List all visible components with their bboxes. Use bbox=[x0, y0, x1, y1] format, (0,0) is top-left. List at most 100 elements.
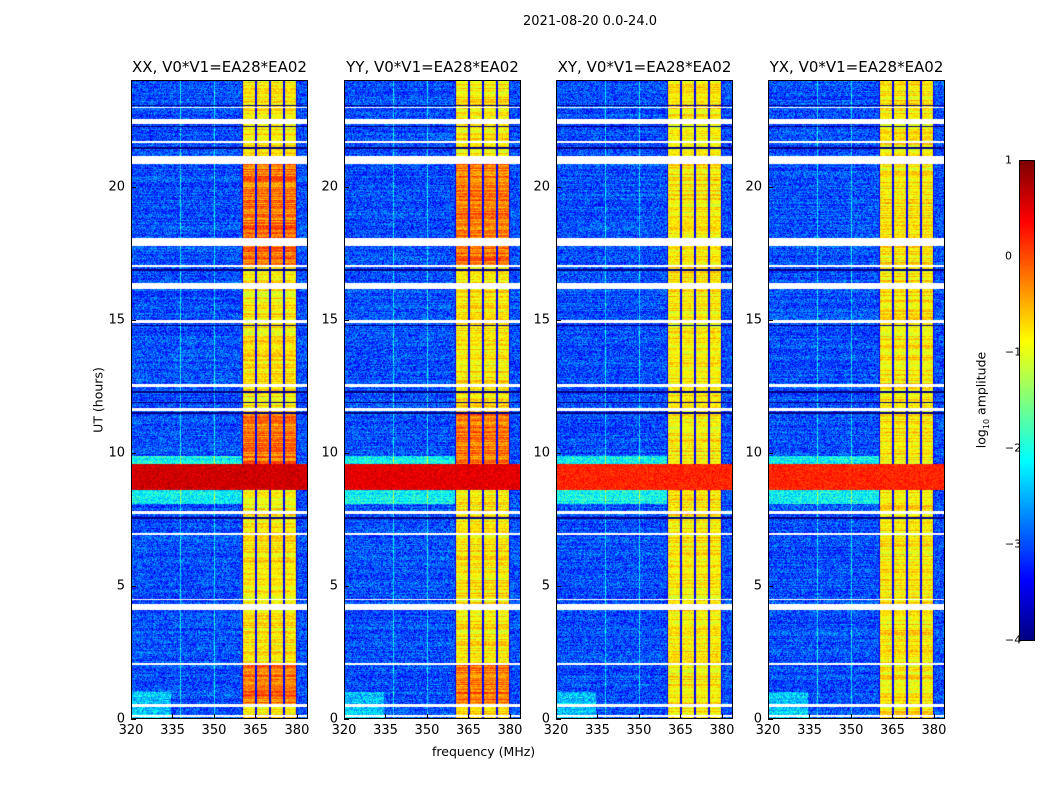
y-tick-mark bbox=[556, 585, 561, 587]
y-tick-mark bbox=[344, 585, 349, 587]
x-tick-label: 380 bbox=[921, 723, 947, 738]
y-tick-mark bbox=[768, 452, 773, 454]
x-tick-label: 350 bbox=[201, 723, 227, 738]
spectrogram-panel-1: XX, V0*V1=EA28*EA02 bbox=[131, 58, 308, 719]
panel-title: XY, V0*V1=EA28*EA02 bbox=[557, 58, 732, 76]
panel-title: YX, V0*V1=EA28*EA02 bbox=[769, 58, 944, 76]
x-tick-mark bbox=[131, 714, 132, 719]
y-tick-label: 15 bbox=[108, 312, 125, 328]
x-tick-mark bbox=[426, 714, 428, 719]
colorbar bbox=[1019, 160, 1035, 641]
y-tick-mark bbox=[131, 452, 136, 454]
colorbar-tick-label: −1 bbox=[1005, 345, 1022, 359]
y-tick-label: 5 bbox=[116, 578, 125, 594]
x-tick-mark bbox=[296, 714, 298, 719]
panel-title: YY, V0*V1=EA28*EA02 bbox=[346, 58, 519, 76]
x-tick-label: 350 bbox=[414, 723, 440, 738]
y-tick-mark bbox=[556, 719, 561, 720]
colorbar-label: log10 amplitude bbox=[973, 351, 991, 449]
x-tick-mark bbox=[768, 714, 769, 719]
x-tick-label: 320 bbox=[118, 723, 144, 738]
y-tick-label: 10 bbox=[108, 445, 125, 461]
x-tick-mark bbox=[509, 714, 511, 719]
y-tick-mark bbox=[131, 186, 136, 188]
x-tick-label: 380 bbox=[284, 723, 310, 738]
y-tick-mark bbox=[556, 319, 561, 321]
figure-title: 2021-08-20 0.0-24.0 bbox=[523, 14, 657, 29]
colorbar-tick-label: 0 bbox=[1005, 249, 1012, 263]
y-tick-mark bbox=[768, 719, 773, 720]
x-tick-mark bbox=[172, 714, 174, 719]
x-tick-label: 335 bbox=[160, 723, 185, 738]
y-tick-mark bbox=[344, 452, 349, 454]
y-tick-label: 5 bbox=[753, 578, 762, 594]
x-tick-mark bbox=[597, 714, 599, 719]
y-tick-label: 0 bbox=[753, 711, 762, 727]
y-tick-label: 20 bbox=[533, 179, 550, 194]
x-tick-label: 350 bbox=[838, 723, 864, 738]
x-tick-label: 335 bbox=[585, 723, 610, 738]
x-tick-label: 365 bbox=[243, 723, 268, 738]
y-tick-label: 0 bbox=[329, 711, 338, 727]
y-tick-label: 0 bbox=[541, 711, 550, 727]
spectrogram-panel-4: YX, V0*V1=EA28*EA02 bbox=[768, 58, 945, 719]
x-tick-mark bbox=[385, 714, 387, 719]
panel-title: XX, V0*V1=EA28*EA02 bbox=[132, 58, 307, 76]
x-tick-mark bbox=[809, 714, 811, 719]
x-tick-label: 380 bbox=[497, 723, 523, 738]
y-axis-label: UT (hours) bbox=[90, 367, 106, 433]
x-tick-mark bbox=[892, 714, 894, 719]
spectrogram-heatmap bbox=[769, 81, 944, 718]
spectrogram-heatmap bbox=[557, 81, 732, 718]
x-tick-mark bbox=[721, 714, 723, 719]
y-tick-mark bbox=[556, 452, 561, 454]
colorbar-gradient bbox=[1020, 161, 1034, 640]
y-tick-mark bbox=[344, 186, 349, 188]
x-tick-label: 350 bbox=[626, 723, 652, 738]
x-tick-label: 320 bbox=[543, 723, 569, 738]
colorbar-tick-label: −3 bbox=[1005, 537, 1022, 551]
x-tick-mark bbox=[255, 714, 257, 719]
spectrogram-panel-3: XY, V0*V1=EA28*EA02 bbox=[556, 58, 733, 719]
x-tick-mark bbox=[850, 714, 852, 719]
y-tick-mark bbox=[768, 186, 773, 188]
x-tick-mark bbox=[680, 714, 682, 719]
x-tick-label: 320 bbox=[755, 723, 781, 738]
y-tick-mark bbox=[131, 719, 136, 720]
x-tick-mark bbox=[638, 714, 640, 719]
colorbar-tick-label: −2 bbox=[1005, 441, 1022, 455]
y-tick-label: 20 bbox=[108, 179, 125, 194]
x-tick-label: 365 bbox=[880, 723, 905, 738]
colorbar-tick-label: 1 bbox=[1005, 153, 1012, 167]
y-tick-label: 0 bbox=[116, 711, 125, 727]
x-tick-mark bbox=[344, 714, 345, 719]
colorbar-tick-label: −4 bbox=[1005, 633, 1022, 647]
x-tick-label: 365 bbox=[668, 723, 693, 738]
y-tick-label: 5 bbox=[541, 578, 550, 594]
y-tick-mark bbox=[768, 319, 773, 321]
y-tick-label: 10 bbox=[321, 445, 338, 461]
y-tick-mark bbox=[344, 319, 349, 321]
x-tick-label: 335 bbox=[373, 723, 398, 738]
y-tick-mark bbox=[768, 585, 773, 587]
y-tick-label: 5 bbox=[329, 578, 338, 594]
x-axis-label: frequency (MHz) bbox=[432, 744, 536, 759]
x-tick-mark bbox=[213, 714, 215, 719]
spectrogram-heatmap bbox=[345, 81, 520, 718]
y-tick-label: 20 bbox=[745, 179, 762, 194]
x-tick-label: 365 bbox=[456, 723, 481, 738]
y-tick-label: 20 bbox=[321, 179, 338, 194]
x-tick-label: 335 bbox=[797, 723, 822, 738]
spectrogram-heatmap bbox=[132, 81, 307, 718]
y-tick-mark bbox=[131, 585, 136, 587]
y-tick-label: 10 bbox=[745, 445, 762, 461]
y-tick-label: 15 bbox=[321, 312, 338, 328]
x-tick-label: 320 bbox=[331, 723, 357, 738]
x-tick-mark bbox=[468, 714, 470, 719]
x-tick-mark bbox=[933, 714, 935, 719]
y-tick-mark bbox=[131, 319, 136, 321]
y-tick-label: 10 bbox=[533, 445, 550, 461]
y-tick-mark bbox=[556, 186, 561, 188]
y-tick-label: 15 bbox=[745, 312, 762, 328]
